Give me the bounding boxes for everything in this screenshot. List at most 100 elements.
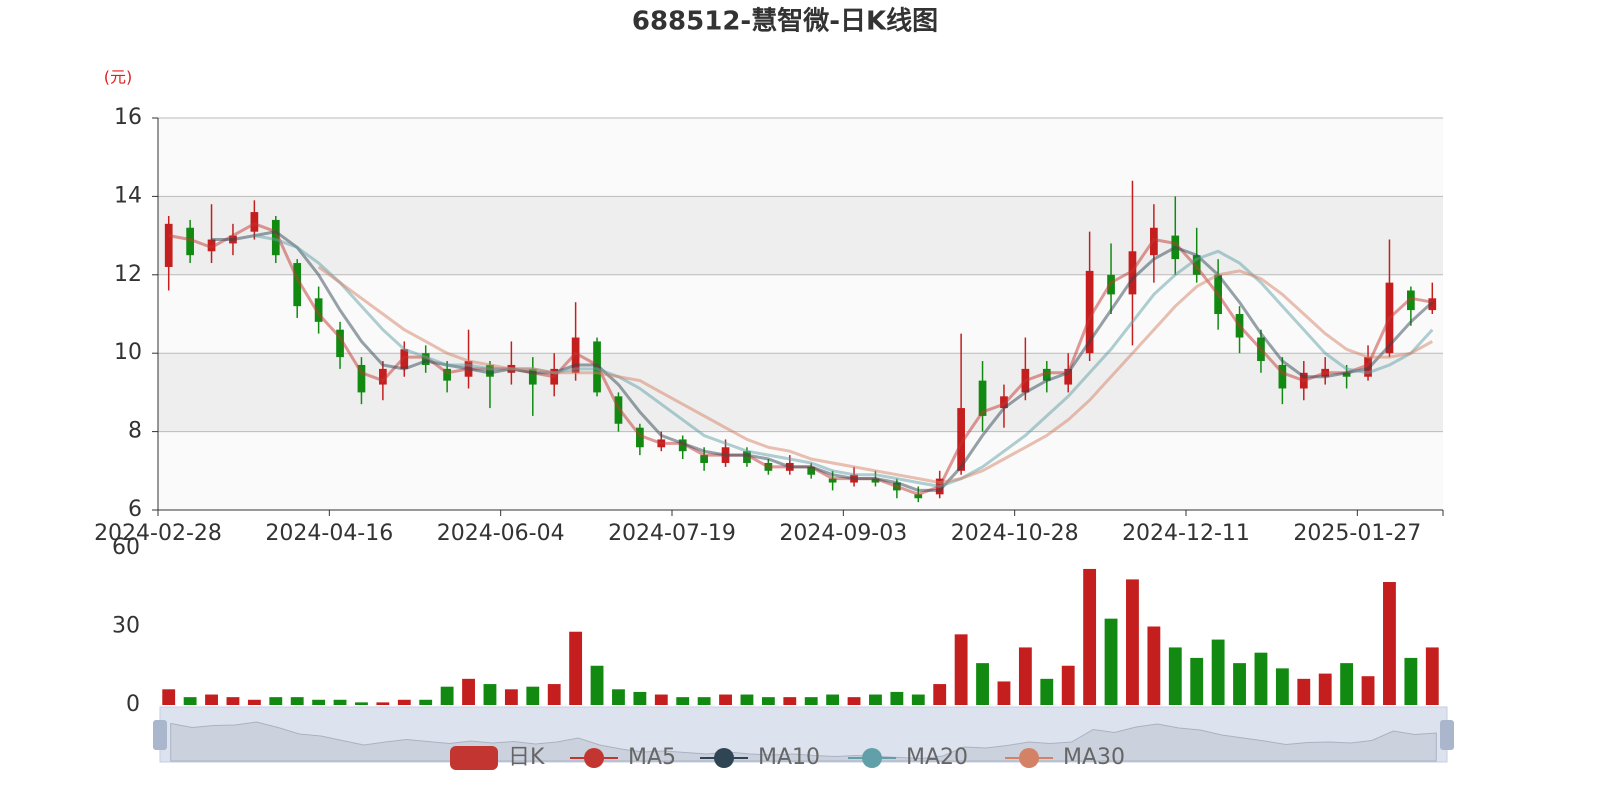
split-area bbox=[158, 431, 1443, 510]
volume-bar bbox=[205, 694, 218, 705]
volume-bar bbox=[1126, 579, 1139, 705]
volume-bar bbox=[740, 694, 754, 705]
x-tick-label: 2025-01-27 bbox=[1293, 521, 1421, 546]
candle-body bbox=[678, 439, 687, 452]
legend-label[interactable]: 日K bbox=[508, 745, 545, 770]
legend-label[interactable]: MA30 bbox=[1063, 745, 1125, 770]
candle-body bbox=[379, 368, 387, 385]
volume-bar bbox=[1104, 618, 1118, 705]
volume-bar bbox=[440, 686, 454, 705]
volume-bar bbox=[1040, 678, 1054, 705]
volume-bar bbox=[847, 697, 861, 705]
volume-bar bbox=[247, 699, 261, 705]
candle-body bbox=[1085, 270, 1094, 354]
volume-bar bbox=[504, 689, 518, 705]
candle-body bbox=[357, 364, 366, 393]
candle-body bbox=[700, 455, 708, 463]
volume-bar bbox=[483, 684, 497, 705]
candle-body bbox=[828, 478, 837, 483]
volume-bar bbox=[1275, 668, 1289, 705]
volume-bar bbox=[761, 697, 775, 705]
volume-bar bbox=[1318, 673, 1332, 705]
split-area bbox=[158, 274, 1443, 354]
candle-body bbox=[486, 364, 494, 377]
x-tick-label: 2024-02-28 bbox=[94, 521, 222, 546]
volume-bar bbox=[1211, 639, 1225, 705]
volume-bar bbox=[954, 634, 968, 705]
y-tick-label: 6 bbox=[128, 497, 142, 522]
volume-bar bbox=[590, 665, 604, 705]
volume-tick-label: 60 bbox=[112, 535, 140, 560]
volume-tick-label: 0 bbox=[126, 692, 140, 717]
volume-bar bbox=[183, 697, 197, 705]
volume-bar bbox=[676, 697, 690, 705]
volume-bar bbox=[997, 681, 1011, 705]
candle-body bbox=[443, 368, 451, 381]
y-tick-label: 10 bbox=[114, 340, 142, 365]
candle-body bbox=[271, 219, 280, 256]
volume-bar bbox=[397, 699, 411, 705]
volume-bar bbox=[333, 699, 347, 705]
volume-bar bbox=[890, 691, 904, 705]
volume-bar bbox=[376, 702, 390, 705]
volume-tick-label: 30 bbox=[112, 614, 140, 639]
legend-label[interactable]: MA20 bbox=[906, 745, 968, 770]
volume-bar bbox=[1083, 568, 1097, 705]
volume-bar bbox=[612, 689, 625, 705]
volume-bar bbox=[1018, 647, 1032, 705]
legend-icon bbox=[450, 746, 498, 770]
x-tick-label: 2024-10-28 bbox=[951, 521, 1079, 546]
candle-body bbox=[1042, 368, 1051, 381]
volume-bar bbox=[697, 697, 711, 705]
zoom-handle-right[interactable] bbox=[1440, 720, 1454, 750]
volume-bar bbox=[1383, 582, 1396, 705]
volume-bar bbox=[1425, 647, 1439, 705]
candle-body bbox=[336, 329, 344, 358]
volume-bar bbox=[719, 694, 732, 705]
candle-body bbox=[164, 223, 173, 267]
volume-bar bbox=[1233, 663, 1246, 705]
ma-line bbox=[254, 234, 1434, 489]
volume-bar bbox=[654, 694, 668, 705]
x-tick-label: 2024-04-16 bbox=[265, 521, 393, 546]
ma-line bbox=[317, 265, 1434, 485]
volume-bar bbox=[355, 702, 368, 705]
candle-body bbox=[1278, 364, 1287, 389]
volume-bar bbox=[1297, 678, 1311, 705]
x-tick-label: 2024-09-03 bbox=[779, 521, 907, 546]
x-tick-label: 2024-06-04 bbox=[437, 521, 565, 546]
volume-bar bbox=[1168, 647, 1182, 705]
y-tick-label: 8 bbox=[128, 419, 142, 444]
candle-body bbox=[978, 380, 987, 416]
volume-bar bbox=[269, 697, 283, 705]
volume-bar bbox=[569, 631, 583, 705]
candle-body bbox=[528, 368, 537, 385]
split-area bbox=[158, 353, 1443, 432]
volume-bar bbox=[226, 697, 240, 705]
candle-body bbox=[293, 263, 302, 307]
legend-label[interactable]: MA5 bbox=[628, 745, 676, 770]
volume-bar bbox=[1061, 665, 1075, 705]
volume-bar bbox=[826, 694, 840, 705]
ma-line bbox=[211, 230, 1434, 492]
candle-body bbox=[871, 478, 880, 483]
legend-icon bbox=[584, 748, 604, 768]
volume-bar bbox=[1361, 676, 1375, 705]
y-tick-label: 12 bbox=[114, 262, 142, 287]
legend-icon bbox=[714, 748, 734, 768]
volume-bar bbox=[869, 694, 882, 705]
legend-label[interactable]: MA10 bbox=[758, 745, 820, 770]
legend-icon bbox=[862, 748, 882, 768]
volume-bar bbox=[976, 663, 989, 705]
volume-bar bbox=[1340, 663, 1354, 705]
candle-body bbox=[421, 353, 430, 365]
candle-body bbox=[957, 408, 965, 471]
zoom-handle-left[interactable] bbox=[153, 720, 167, 750]
volume-bar bbox=[547, 684, 561, 705]
candle-body bbox=[207, 239, 216, 252]
candle-body bbox=[1342, 372, 1351, 377]
volume-bar bbox=[633, 691, 647, 705]
y-tick-label: 14 bbox=[114, 183, 142, 208]
volume-bar bbox=[1254, 652, 1268, 705]
